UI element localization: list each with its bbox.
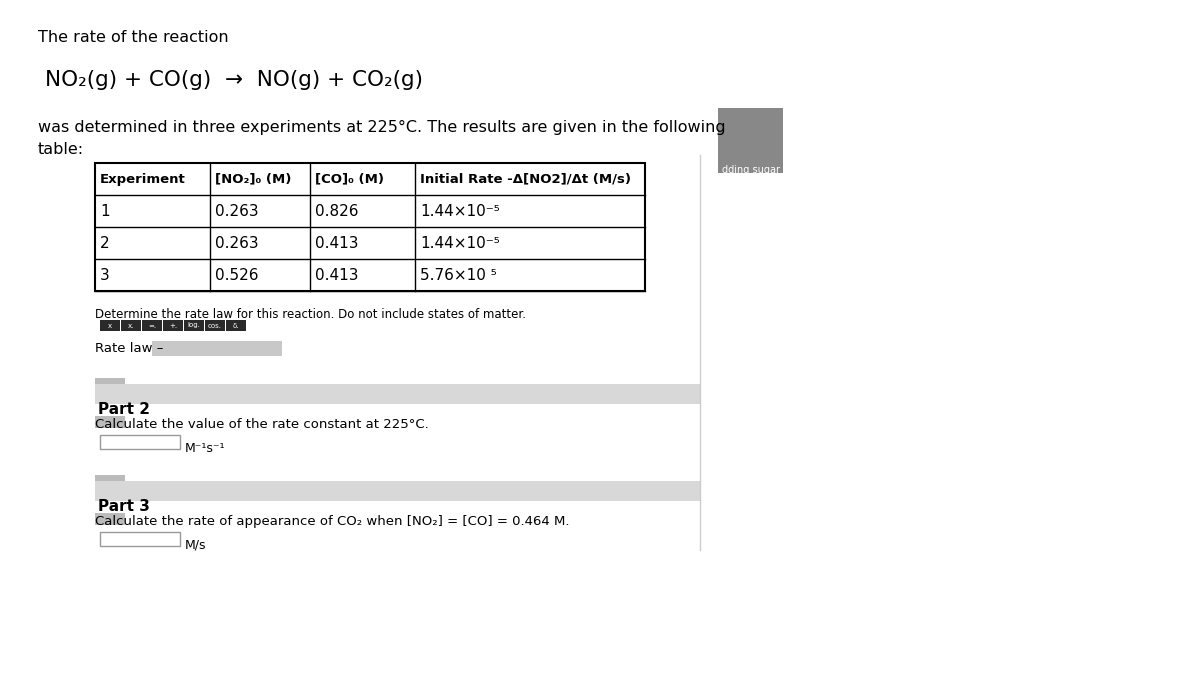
Text: log.: log. [187,323,200,329]
Bar [121,320,142,331]
Text: 0.413: 0.413 [314,236,359,250]
Bar [718,108,784,173]
Text: 1: 1 [100,203,109,219]
Text: Calculate the rate of appearance of CO₂ when [NO₂] = [CO] = 0.464 M.: Calculate the rate of appearance of CO₂ … [95,515,570,528]
Text: 5.76×10 ⁵: 5.76×10 ⁵ [420,267,497,283]
Text: 1.44×10⁻⁵: 1.44×10⁻⁵ [420,236,499,250]
Bar [226,320,246,331]
Bar [100,532,180,546]
Bar [184,320,204,331]
Text: Calculate the value of the rate constant at 225°C.: Calculate the value of the rate constant… [95,418,428,431]
Text: M/s: M/s [185,539,206,552]
Text: 0.263: 0.263 [215,203,259,219]
Text: 0.413: 0.413 [314,267,359,283]
Text: 3: 3 [100,267,109,283]
Text: Experiment: Experiment [100,173,186,186]
Text: x: x [108,323,112,329]
Text: dding sugar: dding sugar [721,165,780,175]
Text: M⁻¹s⁻¹: M⁻¹s⁻¹ [185,442,226,455]
Bar [95,378,125,390]
Bar [95,384,700,404]
Text: [NO₂]₀ (M): [NO₂]₀ (M) [215,173,292,186]
Bar [95,475,125,487]
Text: Rate law –: Rate law – [95,342,163,355]
Bar [95,481,700,501]
Text: 1.44×10⁻⁵: 1.44×10⁻⁵ [420,203,499,219]
Text: was determined in three experiments at 225°C. The results are given in the follo: was determined in three experiments at 2… [38,120,726,135]
Text: 2: 2 [100,236,109,250]
Text: Part 3: Part 3 [98,499,150,514]
Bar [95,416,125,428]
Text: NO₂(g) + CO(g)  →  NO(g) + CO₂(g): NO₂(g) + CO(g) → NO(g) + CO₂(g) [46,70,424,90]
Text: 0.826: 0.826 [314,203,359,219]
Text: The rate of the reaction: The rate of the reaction [38,30,229,45]
Text: x.: x. [128,323,134,329]
Bar [152,341,282,356]
Text: Part 2: Part 2 [98,402,150,417]
Text: +.: +. [169,323,178,329]
Text: δ.: δ. [233,323,239,329]
Bar [100,320,120,331]
Text: 0.263: 0.263 [215,236,259,250]
Bar [205,320,226,331]
Text: Determine the rate law for this reaction. Do not include states of matter.: Determine the rate law for this reaction… [95,308,526,321]
Bar [95,513,125,525]
Text: cos.: cos. [208,323,222,329]
Text: =.: =. [148,323,156,329]
Bar [95,163,646,291]
Text: Initial Rate -Δ[NO2]/Δt (M/s): Initial Rate -Δ[NO2]/Δt (M/s) [420,173,631,186]
Text: table:: table: [38,142,84,157]
Bar [163,320,182,331]
Bar [100,435,180,449]
Bar [142,320,162,331]
Text: [CO]₀ (M): [CO]₀ (M) [314,173,384,186]
Text: 0.526: 0.526 [215,267,258,283]
